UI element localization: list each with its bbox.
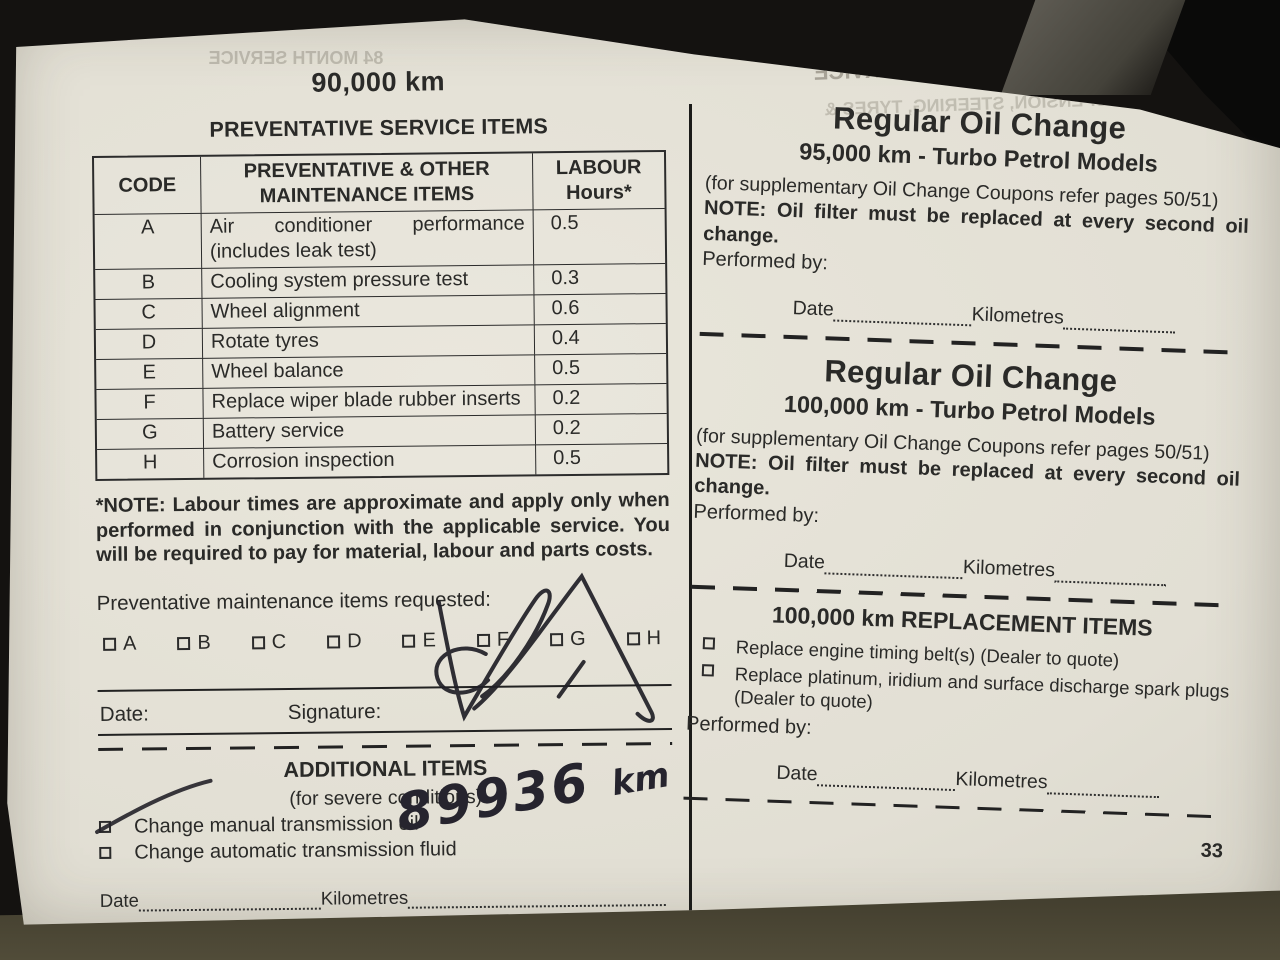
date-kilometres-row: Date Kilometres — [776, 761, 1230, 800]
table-row-hours: 0.3 — [533, 262, 666, 295]
dotted-leader — [1047, 778, 1160, 798]
table-row-code: H — [97, 447, 204, 479]
checkbox-icon — [327, 634, 341, 649]
date-kilometres-row: Date Kilometres — [100, 884, 674, 912]
request-option-label: D — [347, 629, 362, 652]
table-row-code: D — [95, 327, 203, 359]
request-option: C — [251, 630, 287, 653]
table-row-item: Replace wiper blade rubber inserts — [202, 384, 535, 418]
left-page-title: 90,000 km — [311, 66, 446, 98]
background-gray-wedge — [1000, 0, 1186, 95]
date-label: Date — [776, 761, 818, 785]
replacement-items-section: 100,000 km REPLACEMENT ITEMS Replace eng… — [684, 598, 1235, 800]
table-header-labour-line1: LABOUR — [555, 156, 642, 180]
dotted-leader — [817, 770, 956, 791]
request-option-label: B — [197, 631, 211, 654]
booklet-page: 84 MONTH SERVICE 105,000 km REGULAR SERV… — [7, 19, 1280, 925]
dotted-leader — [824, 559, 964, 579]
oil-change-section-100k: Regular Oil Change 100,000 km - Turbo Pe… — [691, 349, 1243, 589]
dashed-separator — [98, 741, 673, 752]
table-row-hours: 0.2 — [534, 382, 667, 415]
checkbox-icon — [99, 847, 112, 860]
table-row-item: Air conditioner performance (includes le… — [200, 209, 534, 268]
checkbox-icon — [251, 635, 265, 649]
table-row-code: C — [95, 297, 202, 329]
table-row-hours: 0.6 — [533, 292, 666, 325]
date-label: Date — [792, 297, 835, 321]
date-label: Date — [783, 549, 826, 574]
request-option: A — [103, 632, 137, 655]
left-page-subtitle: PREVENTATIVE SERVICE ITEMS — [209, 114, 549, 142]
table-row-item: Corrosion inspection — [203, 444, 536, 478]
handwritten-signature — [434, 572, 655, 723]
dotted-leader — [138, 894, 321, 912]
table-row-code: A — [94, 212, 202, 269]
table-row-item: Wheel alignment — [201, 294, 534, 328]
dotted-leader — [833, 306, 972, 327]
table-row-item: Wheel balance — [202, 354, 535, 388]
right-page-column: Regular Oil Change 95,000 km - Turbo Pet… — [682, 96, 1253, 864]
request-option-label: C — [271, 630, 287, 653]
kilometres-label: Kilometres — [320, 887, 409, 909]
request-option: B — [177, 631, 211, 654]
oil-change-section-95k: Regular Oil Change 95,000 km - Turbo Pet… — [700, 96, 1252, 336]
table-row-code: B — [95, 267, 202, 299]
page-number: 33 — [1200, 840, 1224, 863]
date-label: Date: — [99, 701, 149, 726]
date-kilometres-row: Date Kilometres — [783, 550, 1237, 589]
checkbox-icon — [402, 634, 416, 648]
table-row-code: E — [96, 357, 203, 389]
checkbox-icon — [103, 637, 117, 651]
checkbox-icon — [177, 636, 191, 650]
page-divider-line — [689, 104, 692, 918]
table-header-code: CODE — [118, 173, 177, 197]
kilometres-label: Kilometres — [955, 767, 1048, 793]
date-kilometres-row: Date Kilometres — [792, 297, 1246, 336]
service-items-table: CODE PREVENTATIVE & OTHER MAINTENANCE IT… — [91, 149, 670, 481]
handwritten-kilometres-unit: km — [608, 754, 673, 805]
additional-item-automatic: Change automatic transmission fluid — [99, 836, 673, 865]
table-row-item: Rotate tyres — [201, 324, 535, 358]
table-row-code: G — [96, 417, 204, 449]
kilometres-label: Kilometres — [962, 555, 1056, 582]
page-stack-edge — [22, 70, 46, 916]
table-header-labour-line2: Hours* — [565, 181, 632, 205]
table-row-hours: 0.5 — [532, 208, 666, 265]
signature-label: Signature: — [287, 699, 382, 724]
table-header-items-line2: MAINTENANCE ITEMS — [259, 182, 475, 208]
checkbox-icon — [701, 663, 715, 677]
table-row-hours: 0.5 — [534, 352, 667, 385]
table-row-hours: 0.2 — [534, 412, 668, 445]
request-option: D — [327, 630, 362, 653]
date-label: Date — [99, 889, 139, 912]
dotted-leader — [1063, 314, 1176, 334]
table-header-labour: LABOUR Hours* — [531, 152, 665, 210]
table-header-items-line1: PREVENTATIVE & OTHER — [243, 157, 490, 183]
table-row-item: Battery service — [202, 414, 536, 448]
table-row-code: F — [96, 387, 203, 419]
replacement-items-list: Replace engine timing belt(s) (Dealer to… — [687, 633, 1234, 725]
table-header-items: PREVENTATIVE & OTHER MAINTENANCE ITEMS — [199, 153, 533, 213]
handwritten-check-slash — [95, 778, 213, 834]
dotted-leader — [1054, 567, 1168, 587]
kilometres-label: Kilometres — [971, 303, 1065, 329]
dotted-leader — [408, 891, 667, 910]
left-page-column: 90,000 km PREVENTATIVE SERVICE ITEMS COD… — [91, 56, 674, 912]
table-row-hours: 0.5 — [535, 442, 668, 475]
dashed-separator — [683, 796, 1229, 819]
request-option-label: A — [122, 632, 137, 655]
checkbox-icon — [702, 636, 716, 650]
table-row-hours: 0.4 — [533, 322, 667, 355]
table-row-item: Cooling system pressure test — [201, 264, 534, 298]
